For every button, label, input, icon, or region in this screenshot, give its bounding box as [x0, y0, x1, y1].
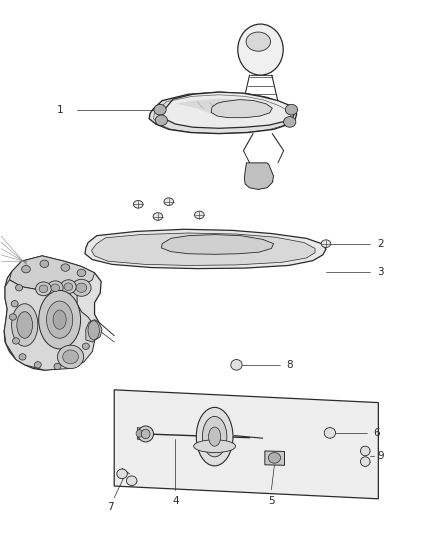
Ellipse shape — [57, 345, 84, 368]
Ellipse shape — [360, 446, 370, 456]
Polygon shape — [175, 99, 267, 116]
Ellipse shape — [194, 211, 204, 219]
Polygon shape — [10, 256, 95, 290]
Ellipse shape — [40, 260, 49, 268]
Ellipse shape — [21, 265, 30, 273]
Ellipse shape — [12, 338, 19, 344]
Ellipse shape — [155, 115, 167, 126]
Ellipse shape — [69, 357, 76, 363]
Ellipse shape — [35, 282, 51, 296]
Polygon shape — [138, 427, 145, 439]
Ellipse shape — [231, 360, 242, 370]
Ellipse shape — [153, 213, 162, 220]
Ellipse shape — [72, 279, 91, 296]
Ellipse shape — [82, 343, 89, 350]
Ellipse shape — [286, 104, 297, 115]
Polygon shape — [86, 320, 102, 342]
Ellipse shape — [34, 362, 41, 368]
Ellipse shape — [12, 304, 38, 346]
Ellipse shape — [284, 117, 296, 127]
Ellipse shape — [208, 427, 221, 446]
Text: 5: 5 — [268, 496, 275, 506]
Polygon shape — [114, 390, 378, 499]
Polygon shape — [162, 92, 295, 128]
Ellipse shape — [39, 290, 81, 349]
Polygon shape — [149, 92, 297, 134]
Text: 4: 4 — [172, 496, 179, 506]
Text: 7: 7 — [107, 502, 114, 512]
Ellipse shape — [47, 281, 63, 295]
Ellipse shape — [10, 314, 16, 320]
Text: 2: 2 — [377, 239, 384, 248]
Ellipse shape — [154, 104, 166, 115]
Text: 8: 8 — [286, 360, 293, 370]
Polygon shape — [265, 451, 285, 465]
Ellipse shape — [196, 407, 233, 466]
Ellipse shape — [127, 476, 137, 486]
Ellipse shape — [76, 283, 87, 293]
Polygon shape — [211, 100, 272, 118]
Ellipse shape — [238, 24, 283, 75]
Ellipse shape — [61, 264, 70, 271]
Ellipse shape — [136, 430, 143, 437]
Ellipse shape — [17, 312, 32, 338]
Ellipse shape — [53, 310, 66, 329]
Ellipse shape — [246, 32, 271, 51]
Text: 6: 6 — [374, 428, 380, 438]
Ellipse shape — [19, 354, 26, 360]
Ellipse shape — [360, 457, 370, 466]
Ellipse shape — [51, 284, 60, 292]
Ellipse shape — [15, 285, 22, 291]
Polygon shape — [85, 229, 326, 269]
Polygon shape — [244, 163, 274, 189]
Ellipse shape — [64, 283, 73, 290]
Polygon shape — [92, 233, 315, 265]
Ellipse shape — [141, 429, 150, 439]
Ellipse shape — [88, 321, 99, 340]
Ellipse shape — [134, 200, 143, 208]
Ellipse shape — [63, 350, 78, 364]
Ellipse shape — [138, 426, 153, 442]
Ellipse shape — [321, 240, 331, 247]
Ellipse shape — [324, 427, 336, 438]
Text: 1: 1 — [57, 104, 63, 115]
Ellipse shape — [60, 280, 76, 294]
Text: 9: 9 — [377, 451, 384, 461]
Text: 3: 3 — [377, 267, 384, 277]
Polygon shape — [161, 235, 274, 254]
Ellipse shape — [164, 198, 173, 205]
Ellipse shape — [46, 301, 73, 338]
Ellipse shape — [268, 453, 281, 463]
Ellipse shape — [11, 301, 18, 307]
Ellipse shape — [39, 285, 48, 293]
Polygon shape — [4, 280, 95, 370]
Polygon shape — [4, 256, 101, 370]
Ellipse shape — [117, 469, 127, 479]
Ellipse shape — [194, 440, 236, 453]
Ellipse shape — [77, 269, 86, 277]
Ellipse shape — [54, 364, 61, 369]
Ellipse shape — [202, 416, 227, 457]
